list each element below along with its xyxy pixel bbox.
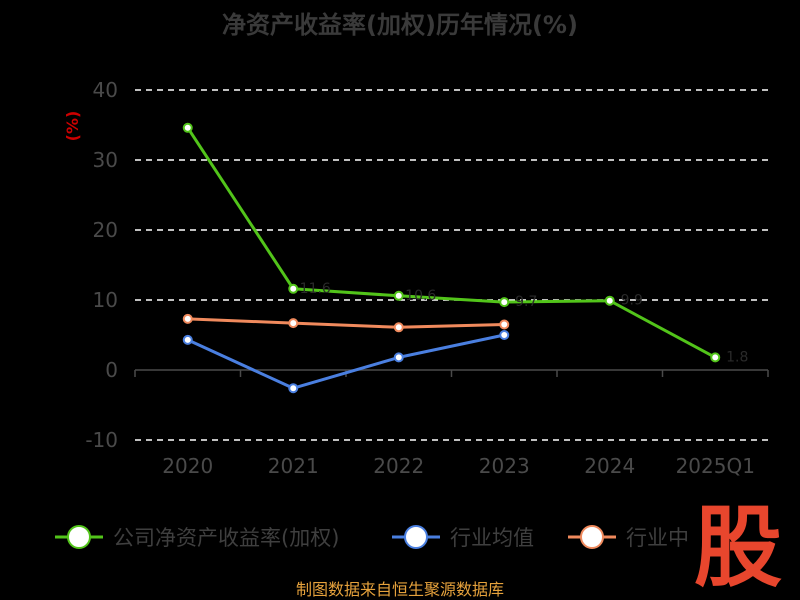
series-line: [186, 126, 716, 359]
data-point: [393, 290, 404, 301]
data-label: 11.6: [300, 281, 331, 297]
x-tick-label: 2024: [584, 454, 635, 478]
y-tick-label: 40: [93, 78, 118, 102]
data-point: [182, 313, 193, 324]
legend: 公司净资产收益率(加权) 行业均值 行业中: [55, 525, 689, 550]
axes: 40 30 20 10 0 -10 2020 2021 2022 2023 2024 2025Q1: [85, 78, 769, 478]
legend-label: 公司净资产收益率(加权): [113, 526, 339, 550]
x-tick-label: 2020: [162, 454, 213, 478]
data-point: [288, 383, 299, 394]
data-source-note: 制图数据来自恒生聚源数据库: [296, 580, 504, 599]
data-point: [393, 322, 404, 333]
data-point: [288, 283, 299, 294]
y-tick-label: 10: [93, 288, 118, 312]
legend-label: 行业均值: [450, 526, 534, 550]
data-point: [288, 318, 299, 329]
series-line: [187, 317, 505, 329]
data-point: [182, 122, 193, 133]
stock-stamp-logo: 股: [694, 496, 782, 599]
x-tick-label: 2025Q1: [676, 454, 755, 478]
data-point: [499, 297, 510, 308]
data-point: [499, 319, 510, 330]
data-point: [604, 295, 615, 306]
series-line: [187, 333, 505, 390]
x-tick-label: 2023: [479, 454, 530, 478]
legend-swatch-marker: [67, 525, 91, 549]
data-point: [499, 330, 510, 340]
gridlines: [135, 89, 768, 441]
series-lines: 11.6 10.6 9.7 9.9 1.8: [182, 122, 748, 394]
y-tick-label: 20: [93, 218, 118, 242]
chart-title: 净资产收益率(加权)历年情况(%): [222, 11, 578, 39]
data-label: 10.6: [405, 288, 436, 304]
x-tick-label: 2022: [373, 454, 424, 478]
data-point: [182, 334, 193, 345]
data-point: [710, 352, 721, 363]
legend-swatch-marker: [404, 525, 428, 549]
data-label: 9.7: [515, 294, 537, 310]
y-axis-unit: (%): [63, 111, 82, 142]
data-label: 1.8: [726, 349, 748, 365]
legend-swatch-marker: [580, 525, 604, 549]
legend-label: 行业中: [626, 526, 689, 550]
y-tick-label: 0: [105, 358, 118, 382]
y-tick-label: 30: [93, 148, 118, 172]
y-tick-label: -10: [85, 428, 118, 452]
data-label: 9.9: [621, 293, 643, 309]
x-tick-label: 2021: [268, 454, 319, 478]
data-point: [393, 352, 404, 363]
